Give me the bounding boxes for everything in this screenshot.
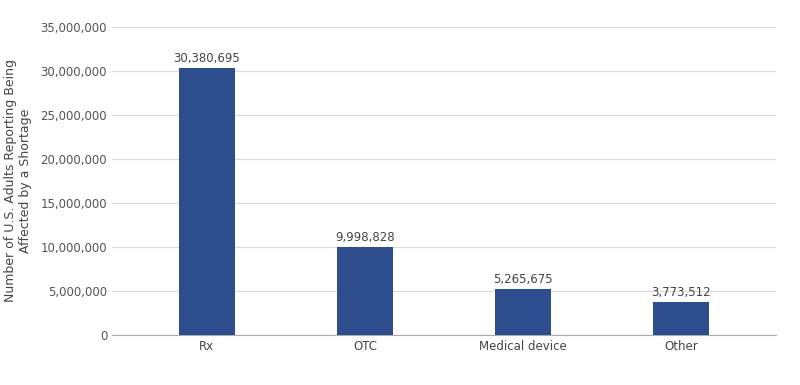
Text: 5,265,675: 5,265,675 [494,273,553,286]
Bar [338,247,393,335]
Text: 30,380,695: 30,380,695 [174,52,240,65]
Bar [495,289,550,335]
Text: 3,773,512: 3,773,512 [651,286,711,299]
Text: 9,998,828: 9,998,828 [335,231,394,244]
Y-axis label: Number of U.S. Adults Reporting Being
Affected by a Shortage: Number of U.S. Adults Reporting Being Af… [4,59,32,303]
Bar [179,68,234,335]
Bar [654,302,709,335]
